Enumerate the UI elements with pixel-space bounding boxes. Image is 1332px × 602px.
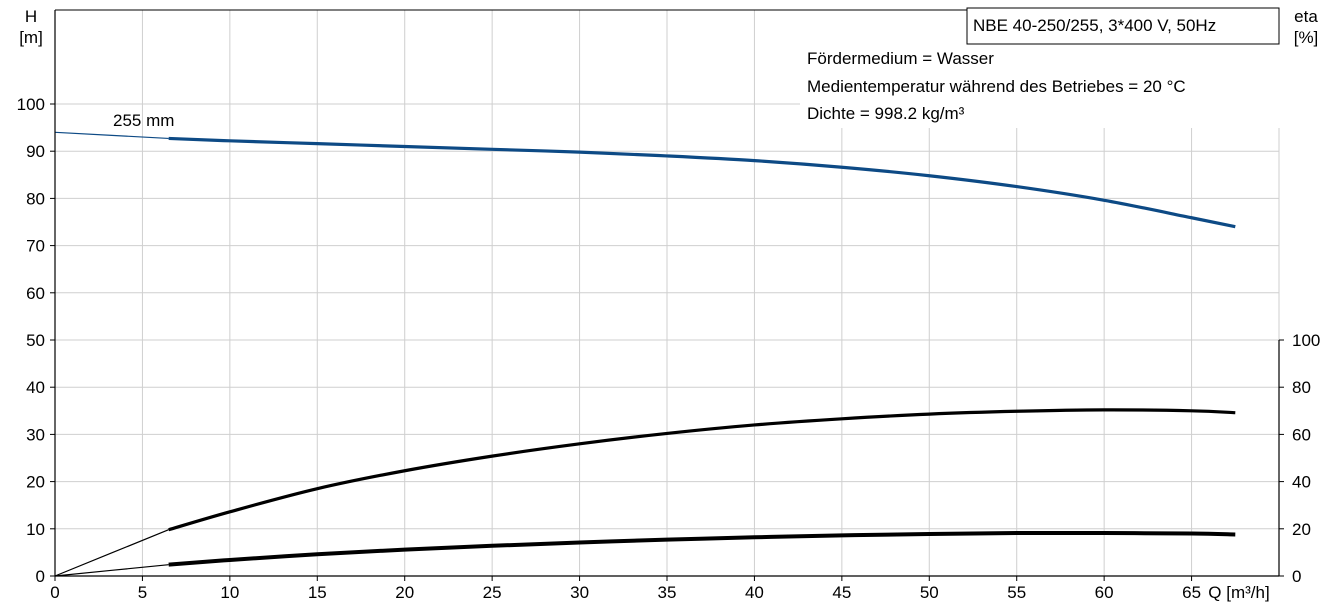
y-left-tick-label-30: 30	[26, 425, 45, 444]
efficiency-curve-extension	[54, 529, 169, 577]
series-layer	[54, 131, 1236, 577]
x-tick-label-30: 30	[570, 583, 589, 602]
info-line-density: Dichte = 998.2 kg/m³	[807, 104, 965, 123]
x-tick-label-55: 55	[1007, 583, 1026, 602]
title-box-text: NBE 40-250/255, 3*400 V, 50Hz	[973, 16, 1216, 35]
x-axis-label: Q [m³/h]	[1208, 583, 1269, 602]
x-tick-label-5: 5	[138, 583, 147, 602]
x-tick-label-35: 35	[658, 583, 677, 602]
tick-labels: 0 5 10 15 20 25 30 35 40 45 50 55 60 65 0 10 20 30 40 50 60 7…	[17, 95, 1321, 602]
y-right-label-line2: [%]	[1294, 28, 1319, 47]
y-right-label-line1: eta	[1294, 7, 1318, 26]
y-left-tick-label-0: 0	[36, 567, 45, 586]
y-left-tick-label-90: 90	[26, 142, 45, 161]
x-tick-label-20: 20	[395, 583, 414, 602]
head-curve-line	[168, 136, 1236, 229]
y-left-tick-label-40: 40	[26, 378, 45, 397]
efficiency-curve-line	[168, 408, 1236, 532]
y-left-tick-label-10: 10	[26, 520, 45, 539]
npsh-curve-line	[168, 530, 1236, 567]
x-tick-label-15: 15	[308, 583, 327, 602]
y-left-tick-label-50: 50	[26, 331, 45, 350]
head-curve-extension	[54, 131, 169, 140]
x-tick-label-65: 65	[1182, 583, 1201, 602]
y-right-tick-label-80: 80	[1292, 378, 1311, 397]
y-left-label-line2: [m]	[19, 28, 43, 47]
npsh-curve-extension	[54, 564, 169, 577]
x-tick-label-25: 25	[483, 583, 502, 602]
y-left-tick-label-20: 20	[26, 473, 45, 492]
x-tick-label-40: 40	[745, 583, 764, 602]
info-line-medium: Fördermedium = Wasser	[807, 49, 994, 68]
x-tick-label-45: 45	[832, 583, 851, 602]
y-right-tick-label-60: 60	[1292, 425, 1311, 444]
y-left-tick-label-70: 70	[26, 237, 45, 256]
y-right-tick-label-40: 40	[1292, 473, 1311, 492]
x-tick-label-50: 50	[920, 583, 939, 602]
y-right-tick-label-100: 100	[1292, 331, 1320, 350]
info-line-temperature: Medientemperatur während des Betriebes =…	[807, 77, 1186, 96]
y-right-tick-label-0: 0	[1292, 567, 1301, 586]
curve-label-255mm: 255 mm	[113, 111, 174, 130]
y-left-tick-label-60: 60	[26, 284, 45, 303]
y-left-tick-label-80: 80	[26, 189, 45, 208]
x-tick-label-10: 10	[220, 583, 239, 602]
y-right-tick-label-20: 20	[1292, 520, 1311, 539]
x-tick-label-60: 60	[1095, 583, 1114, 602]
y-left-label-line1: H	[25, 7, 37, 26]
title-box	[966, 7, 1280, 45]
x-tick-label-0: 0	[50, 583, 59, 602]
y-left-tick-label-100: 100	[17, 95, 45, 114]
axes	[50, 9, 1284, 581]
